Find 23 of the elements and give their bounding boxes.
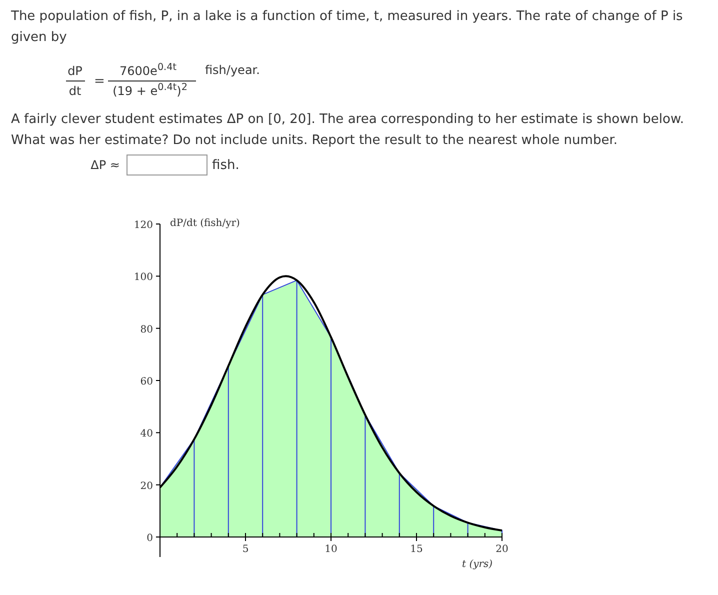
text: (19 + e$^{0.4t}$)$^{2}$	[112, 82, 188, 98]
y-tick-label: 0	[146, 533, 153, 544]
y-tick-label: 100	[134, 272, 153, 284]
text: dt	[68, 84, 82, 98]
text: A fairly clever student estimates ΔP on [0, 20]. The area corresponding to her estimate is shown below. What was her estimate? Do not include units. Report the result to the nearest whole number.	[11, 112, 684, 148]
text: fish.	[212, 158, 240, 173]
text: The population of fish, P, in a lake is a function of time, t, measured in years. The rate of change of P is given by	[10, 9, 684, 45]
text: ΔP ≈	[90, 158, 120, 172]
y-tick-label: 120	[134, 220, 153, 231]
text: =	[94, 74, 105, 89]
y-axis-title: dP/dt (fish/yr)	[170, 218, 240, 229]
text: fish/year.	[205, 63, 260, 77]
y-tick-label: 40	[140, 428, 153, 440]
text: dP	[68, 64, 82, 78]
x-axis-title: t (yrs)	[462, 559, 493, 570]
y-tick-label: 80	[140, 324, 153, 336]
y-tick-label: 60	[140, 376, 153, 388]
x-tick-label: 20	[496, 544, 508, 555]
y-tick-label: 20	[140, 480, 153, 492]
x-tick-label: 15	[410, 544, 423, 555]
x-tick-label: 10	[324, 544, 338, 555]
text: 7600e$^{0.4t}$	[120, 62, 177, 78]
x-tick-label: 5	[242, 544, 249, 555]
